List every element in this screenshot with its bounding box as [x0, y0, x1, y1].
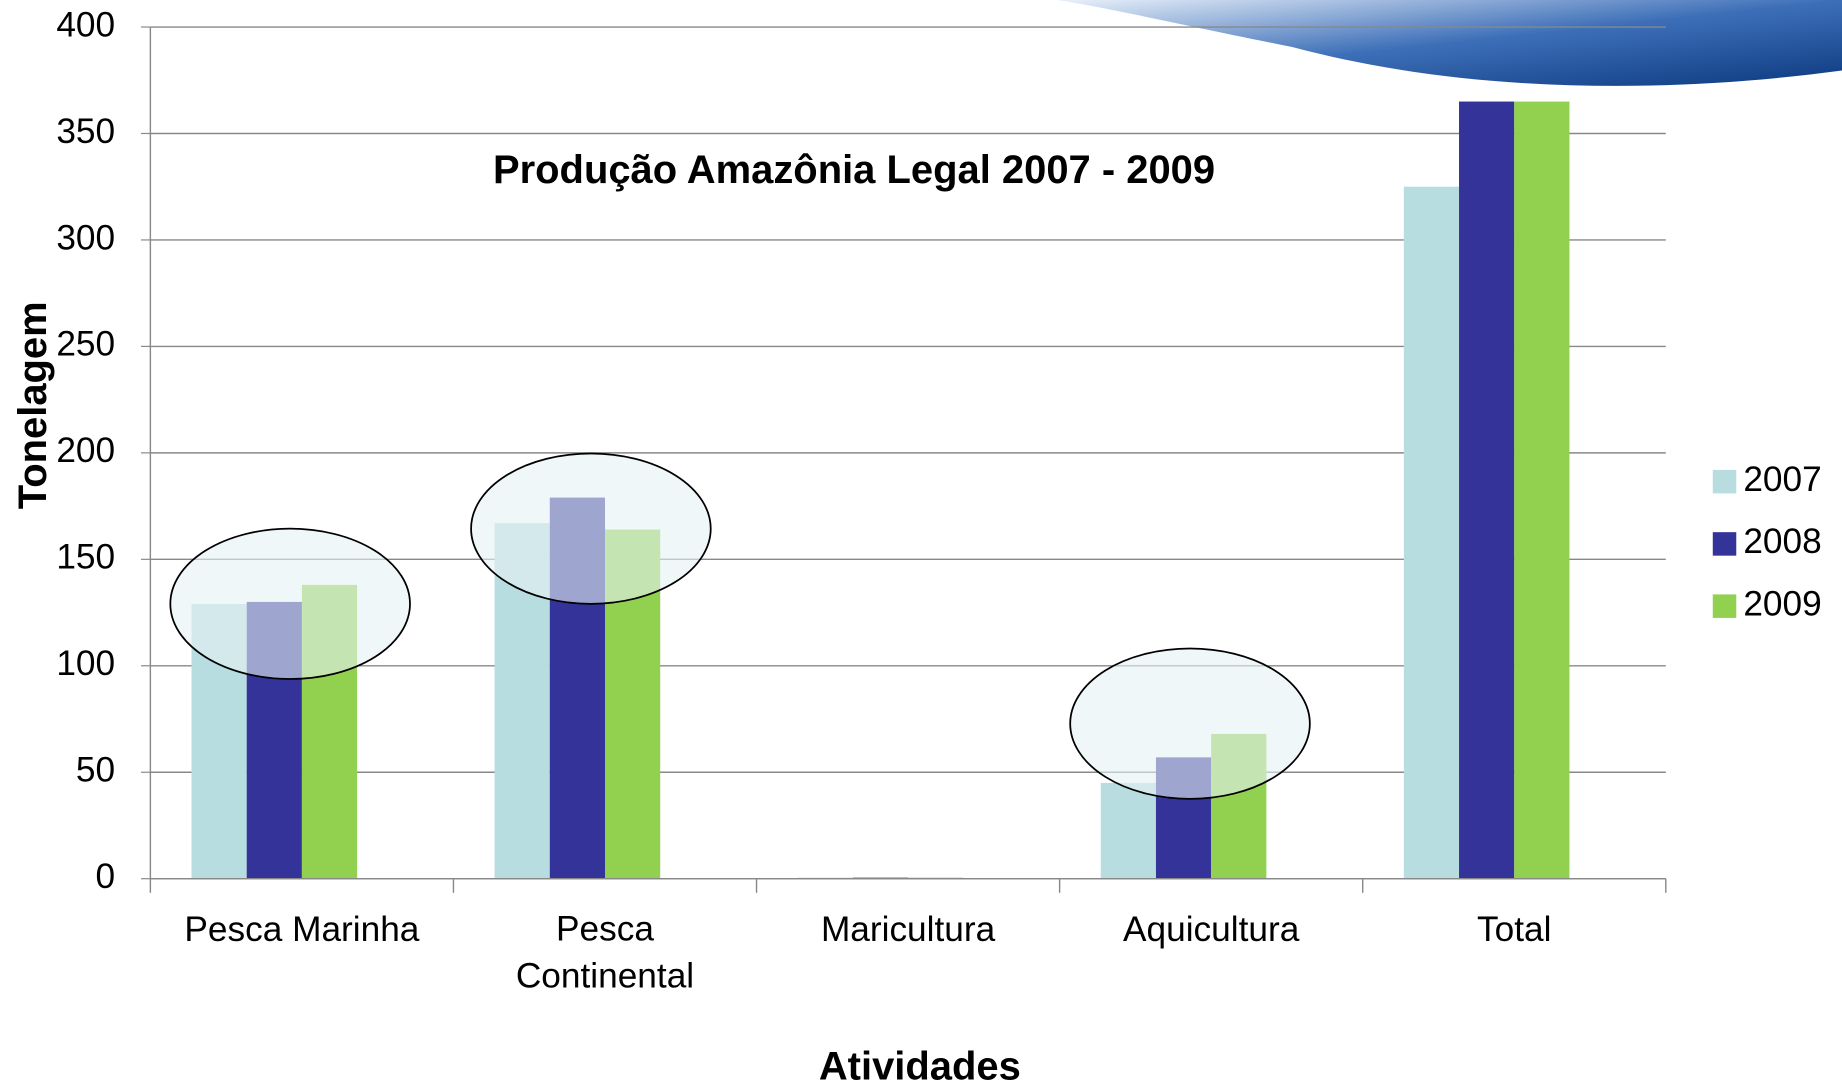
chart-title: Produção Amazônia Legal 2007 - 2009 [493, 148, 1215, 192]
decoration [1057, 0, 1842, 86]
y-tick-label: 400 [56, 5, 115, 44]
bar [1514, 102, 1569, 879]
y-tick-label: 150 [56, 538, 115, 577]
y-tick-label: 50 [76, 751, 115, 790]
y-tick-label: 100 [56, 644, 115, 683]
y-tick-label: 0 [96, 857, 116, 896]
legend-label: 2007 [1743, 460, 1821, 499]
bar [1101, 783, 1156, 879]
legend-label: 2008 [1743, 522, 1821, 561]
x-tick-label: Total [1477, 910, 1551, 949]
chart: 0 50 100 150 200 250 300 350 400 Pesca Marinha Pes… [0, 0, 1842, 1089]
bar [1459, 102, 1514, 879]
legend-label: 2009 [1743, 584, 1821, 623]
legend-swatch [1713, 594, 1736, 617]
x-axis-title: Atividades [819, 1045, 1021, 1089]
highlight-ellipse [471, 453, 711, 603]
x-tick-label: Maricultura [821, 910, 996, 949]
legend-swatch [1713, 470, 1736, 493]
x-tick-label: Aquicultura [1123, 910, 1300, 949]
y-tick-label: 250 [56, 325, 115, 364]
x-tick-label: Pesca Marinha [184, 910, 419, 949]
y-tick-label: 200 [56, 431, 115, 470]
y-tick-label: 350 [56, 112, 115, 151]
legend-swatch [1713, 532, 1736, 555]
highlight-ellipse [170, 529, 410, 679]
y-tick-label: 300 [56, 218, 115, 257]
y-axis-title: Tonelagem [11, 301, 55, 509]
bar [1404, 187, 1459, 879]
highlight-ellipse [1070, 648, 1310, 798]
